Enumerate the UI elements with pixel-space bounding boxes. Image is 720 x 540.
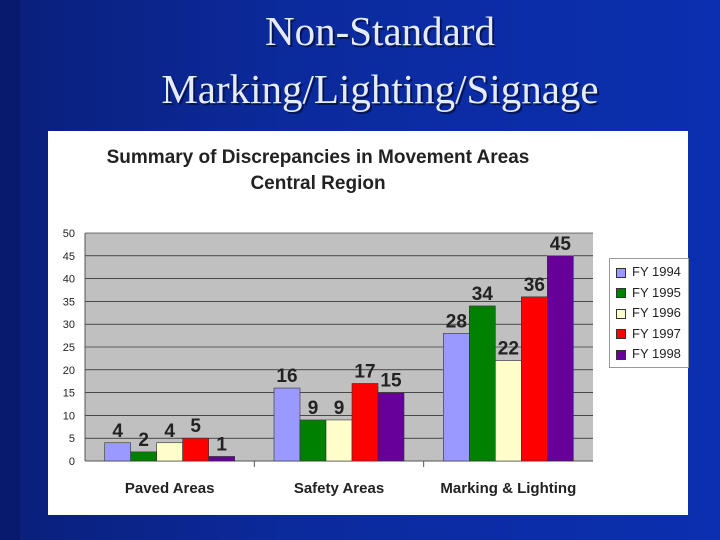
slide-title-line2: Marking/Lighting/Signage xyxy=(161,66,599,112)
legend-swatch xyxy=(616,308,626,319)
data-label: 1 xyxy=(216,434,227,455)
data-label: 2 xyxy=(138,430,149,451)
y-tick-label: 15 xyxy=(63,388,75,400)
y-tick-label: 35 xyxy=(63,296,75,308)
bar xyxy=(325,419,353,462)
x-category-label: Safety Areas xyxy=(294,480,384,497)
y-tick-label: 30 xyxy=(63,319,75,331)
y-tick-label: 0 xyxy=(69,456,75,468)
data-label: 9 xyxy=(334,398,345,419)
legend-swatch xyxy=(616,288,626,299)
chart-subtitle: Central Region xyxy=(250,173,386,194)
y-tick-label: 25 xyxy=(63,342,75,354)
chart-panel: Summary of Discrepancies in Movement Are… xyxy=(48,131,689,515)
bar xyxy=(104,442,131,462)
slide-title-line1: Non-Standard xyxy=(264,8,495,54)
y-tick-label: 10 xyxy=(63,410,75,422)
legend-label: FY 1994 xyxy=(632,264,681,279)
y-tick-label: 40 xyxy=(63,274,75,286)
bar xyxy=(351,383,379,462)
data-label: 4 xyxy=(164,421,175,442)
y-tick-label: 5 xyxy=(69,433,75,445)
x-category-label: Marking & Lighting xyxy=(440,480,576,497)
bar xyxy=(130,451,157,462)
bar xyxy=(469,305,496,462)
y-tick-label: 50 xyxy=(63,228,75,240)
data-label: 17 xyxy=(354,361,375,382)
bar xyxy=(208,456,235,462)
bar xyxy=(377,392,405,462)
legend-label: FY 1998 xyxy=(632,346,681,361)
slide-title: Non-Standard Marking/Lighting/Signage xyxy=(60,2,700,118)
bar xyxy=(521,296,548,462)
legend-item: FY 1995 xyxy=(616,285,681,303)
data-label: 36 xyxy=(524,275,545,296)
data-label: 9 xyxy=(308,398,319,419)
bar xyxy=(495,360,522,462)
bar xyxy=(547,255,574,462)
y-tick-label: 45 xyxy=(63,251,75,263)
y-tick-label: 20 xyxy=(63,365,75,377)
bar xyxy=(273,387,301,462)
data-label: 15 xyxy=(380,371,402,392)
bar xyxy=(182,437,209,462)
legend-swatch xyxy=(616,267,626,278)
legend-item: FY 1998 xyxy=(616,346,681,364)
data-label: 45 xyxy=(550,234,572,255)
data-label: 16 xyxy=(276,366,297,387)
bar xyxy=(156,442,183,462)
legend-item: FY 1997 xyxy=(616,326,681,344)
legend-label: FY 1997 xyxy=(632,325,681,341)
data-label: 5 xyxy=(190,416,201,437)
data-label: 28 xyxy=(446,311,467,332)
legend-label: FY 1996 xyxy=(632,305,681,320)
data-label: 34 xyxy=(472,284,494,305)
legend-label: FY 1995 xyxy=(632,284,681,300)
data-label: 4 xyxy=(112,421,123,442)
slide-left-strip xyxy=(0,0,20,540)
legend-swatch xyxy=(616,329,626,340)
chart-title: Summary of Discrepancies in Movement Are… xyxy=(106,147,530,168)
bar xyxy=(443,333,470,462)
bar xyxy=(299,419,327,462)
legend-item: FY 1996 xyxy=(616,305,681,323)
legend-item: FY 1994 xyxy=(616,264,681,282)
chart-title-block: Summary of Discrepancies in Movement Are… xyxy=(48,145,588,197)
chart-legend: FY 1994 FY 1995 FY 1996 FY 1997 FY 1998 xyxy=(609,258,689,368)
data-label: 22 xyxy=(498,339,519,360)
x-category-label: Paved Areas xyxy=(125,480,215,497)
legend-swatch xyxy=(616,349,626,360)
